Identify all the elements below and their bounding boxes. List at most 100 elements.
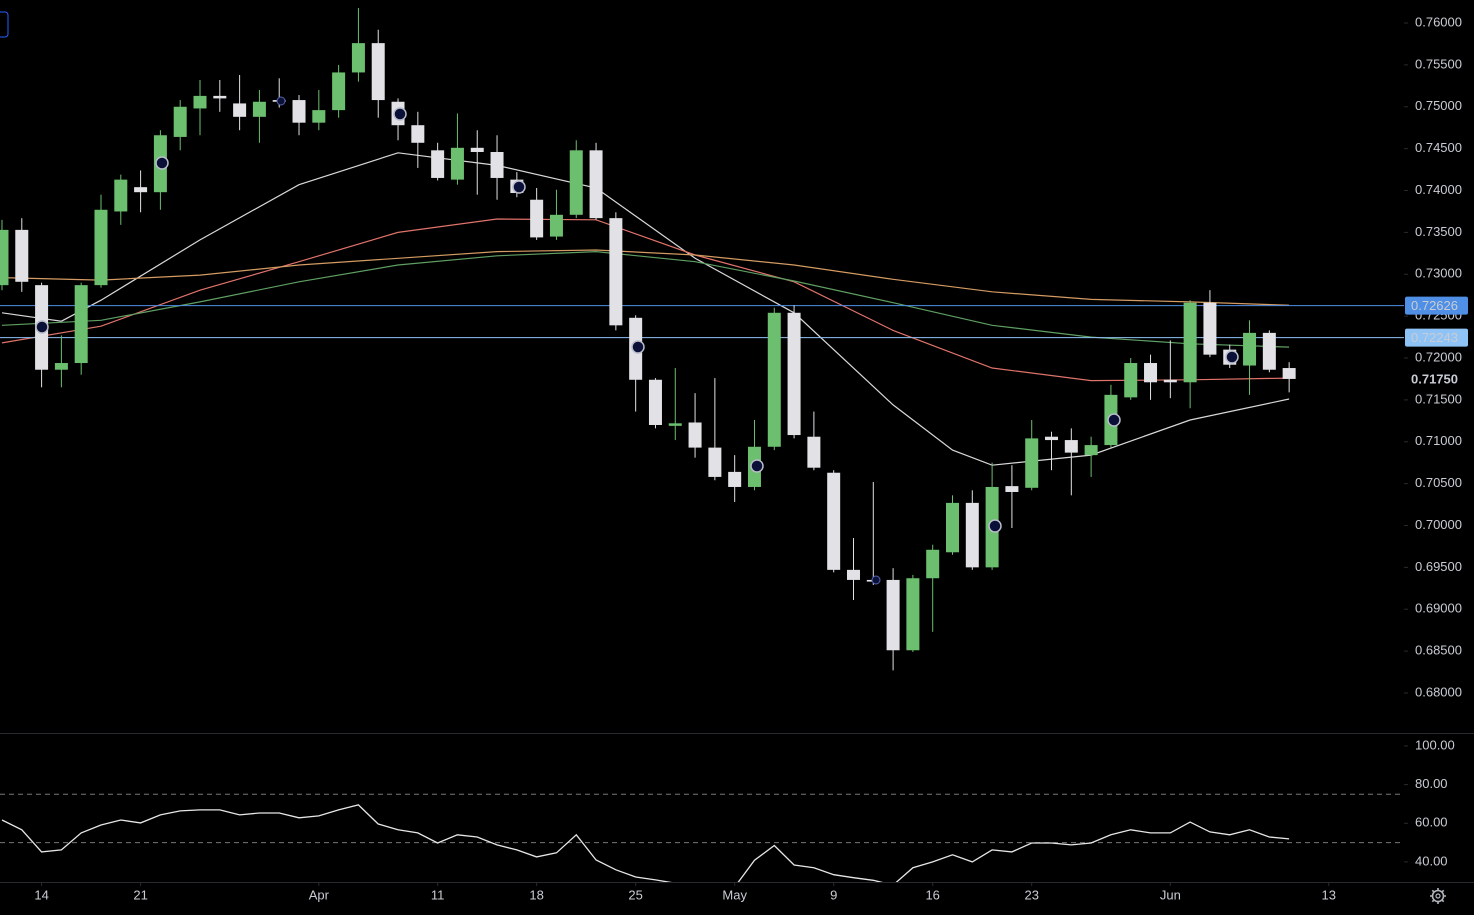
moving-average [1, 218, 1290, 382]
y-tick-label: 80.00 [1415, 776, 1448, 791]
price-label: 0.72626 [1411, 298, 1458, 313]
event-marker[interactable] [871, 575, 881, 585]
event-marker[interactable] [750, 459, 764, 473]
legend-toggle[interactable] [0, 11, 9, 38]
candle-body [807, 436, 821, 468]
candle-body [470, 147, 484, 152]
y-tick-label: 0.72000 [1415, 349, 1462, 364]
candle-body [1005, 486, 1019, 492]
candle-body [688, 422, 702, 448]
candle-body [1064, 440, 1078, 453]
event-marker[interactable] [631, 340, 645, 354]
axes: 0.76000 0.75500 0.75000 0.74500 0.74000 0.735… [34, 14, 1468, 902]
x-tick-label: Jun [1160, 887, 1181, 902]
candle-body [213, 95, 227, 99]
y-tick-label: 0.70000 [1415, 517, 1462, 532]
candle-body [787, 312, 801, 436]
rsi-line [1, 804, 1290, 882]
candle-body [1025, 438, 1039, 488]
candle-body [1243, 332, 1257, 366]
candle-body [1124, 363, 1138, 398]
price-label-box [1405, 328, 1468, 347]
y-tick-label: 0.75000 [1415, 98, 1462, 113]
price-label-box [1405, 369, 1468, 388]
candle-body [15, 229, 29, 282]
x-tick-label: 13 [1322, 887, 1336, 902]
y-tick-label: 60.00 [1415, 815, 1448, 830]
candle-body [886, 579, 900, 651]
event-marker[interactable] [276, 96, 286, 106]
y-tick-label: 40.00 [1415, 853, 1448, 868]
candle-body [1045, 436, 1059, 441]
candle-body [589, 150, 603, 219]
candle-body [94, 209, 108, 286]
y-tick-label: 0.76000 [1415, 14, 1462, 29]
x-tick-label: May [722, 887, 747, 902]
candle-body [668, 423, 682, 426]
y-tick-label: 0.74000 [1415, 182, 1462, 197]
candle-body [351, 43, 365, 73]
candle-body [490, 151, 504, 178]
moving-average [1, 152, 1290, 466]
y-tick-label: 0.70500 [1415, 475, 1462, 490]
candle-body [114, 179, 128, 212]
candle-body [1203, 302, 1217, 355]
y-tick-label: 0.68500 [1415, 643, 1462, 658]
candle-body [1163, 379, 1177, 383]
moving-average [1, 250, 1290, 348]
x-tick-label: 9 [830, 887, 837, 902]
candle-body [292, 100, 306, 123]
candle-body [252, 101, 266, 117]
y-tick-label: 0.71500 [1415, 391, 1462, 406]
event-marker[interactable] [512, 180, 526, 194]
candle-body [648, 379, 662, 425]
candle-body [371, 43, 385, 101]
candle-body [1144, 363, 1158, 383]
event-marker[interactable] [1107, 413, 1121, 427]
x-tick-label: 25 [628, 887, 642, 902]
event-marker[interactable] [393, 107, 407, 121]
candle-body [1183, 302, 1197, 383]
event-marker[interactable] [1225, 350, 1239, 364]
candle-body [846, 569, 860, 580]
event-markers [35, 96, 1239, 585]
x-tick-label: 23 [1024, 887, 1038, 902]
candle-body [233, 103, 247, 117]
price-label: 0.72243 [1411, 330, 1458, 345]
candle-body [431, 150, 445, 178]
y-tick-label: 0.71000 [1415, 433, 1462, 448]
candle-body [0, 229, 9, 286]
indicator-pane [0, 793, 1404, 882]
candle-body [450, 147, 464, 180]
candle-body [965, 502, 979, 568]
x-tick-label: 11 [431, 887, 445, 902]
candle-body [193, 95, 207, 109]
x-tick-label: 18 [529, 887, 543, 902]
candle-body [312, 110, 326, 123]
candle-body [74, 285, 88, 364]
y-tick-label: 0.68000 [1415, 684, 1462, 699]
candle-body [728, 471, 742, 487]
x-tick-label: 21 [133, 887, 147, 902]
candle-body [54, 363, 68, 370]
x-tick-label: Apr [309, 887, 330, 902]
candle-body [767, 312, 781, 447]
price-label: 0.71750 [1411, 371, 1458, 386]
candle-body [926, 549, 940, 579]
candle-body [906, 578, 920, 651]
candle-body [134, 187, 148, 193]
settings-icon[interactable] [1430, 888, 1446, 904]
candle-body [827, 472, 841, 570]
y-tick-label: 0.74500 [1415, 140, 1462, 155]
event-marker[interactable] [155, 156, 169, 170]
event-marker[interactable] [35, 320, 49, 334]
price-label-box [1405, 296, 1468, 315]
candle-body [946, 502, 960, 553]
candle-body [1282, 368, 1296, 379]
event-marker[interactable] [988, 519, 1002, 533]
candle-body [549, 214, 563, 237]
candle-body [609, 218, 623, 326]
x-tick-label: 16 [925, 887, 939, 902]
